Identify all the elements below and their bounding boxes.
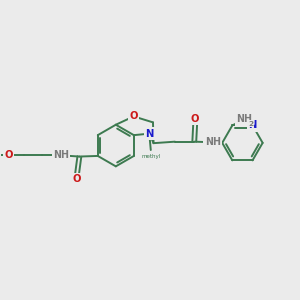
Text: NH: NH [53,150,69,160]
Text: O: O [72,174,81,184]
Text: NH: NH [205,137,221,147]
Text: methyl: methyl [141,154,160,159]
Text: NH: NH [236,114,252,124]
Text: N: N [248,120,257,130]
Text: O: O [191,114,200,124]
Text: O: O [129,111,138,122]
Text: N: N [145,129,154,139]
Text: 2: 2 [249,121,254,127]
Text: O: O [4,150,13,160]
